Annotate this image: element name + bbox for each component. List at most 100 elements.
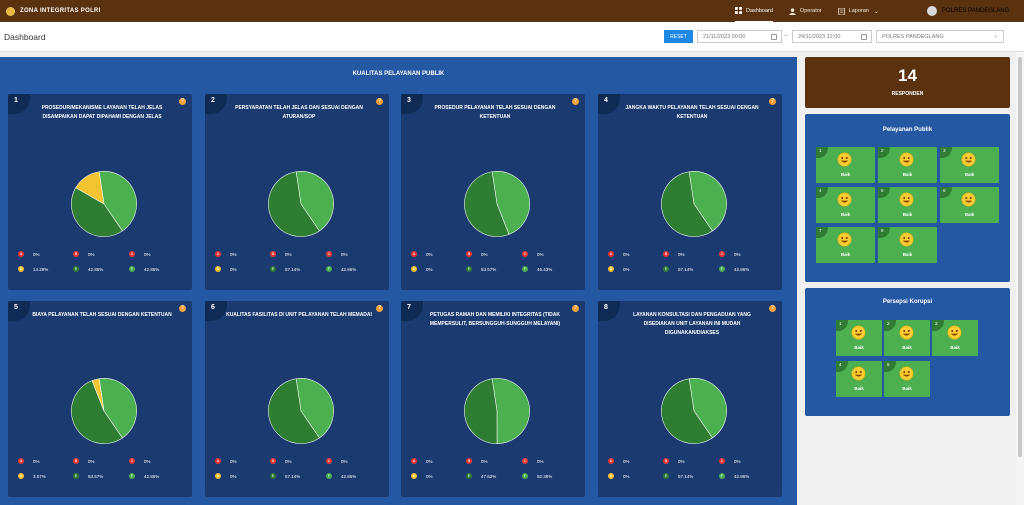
tile-number: 3 — [943, 148, 946, 153]
smiley-icon — [851, 325, 866, 340]
pie-slice-e[interactable] — [71, 380, 123, 444]
pie-slice-f[interactable] — [688, 171, 727, 232]
legend-item-e: E 57.14% — [663, 473, 693, 479]
tile-label: Baik — [840, 172, 851, 177]
question-title: PROSEDUR PELAYANAN TELAH SESUAI DENGAN K… — [434, 105, 556, 120]
pie-chart — [71, 171, 137, 237]
legend-item-a: A 0% — [215, 458, 237, 464]
pie-slice-f[interactable] — [491, 378, 530, 444]
pie-slice-e[interactable] — [661, 378, 713, 444]
nav-laporan[interactable]: Laporan ⌄ — [837, 0, 879, 22]
help-icon[interactable]: ? — [179, 305, 186, 312]
question-title: PERSYARATAN TELAH JELAS DAN SESUAI DENGA… — [235, 105, 363, 120]
brand[interactable]: ZONA INTEGRITAS POLRI — [6, 6, 101, 16]
legend-value: 0% — [481, 458, 488, 464]
indicator-tile-1[interactable]: 1 Baik — [816, 147, 875, 183]
indicator-tile-6[interactable]: 6 Baik — [940, 187, 999, 223]
pie-slice-d[interactable] — [91, 378, 105, 412]
question-card-6: 6 ? KUALITAS FASILITAS DI UNIT PELAYANAN… — [205, 301, 389, 497]
question-card-3: 3 ? PROSEDUR PELAYANAN TELAH SESUAI DENG… — [401, 94, 585, 290]
legend-item-b: B 0% — [466, 458, 488, 464]
tile-number-badge — [940, 147, 952, 158]
pie-slice-f[interactable] — [98, 171, 137, 232]
smiley-icon — [899, 366, 914, 381]
help-icon[interactable]: ? — [572, 305, 579, 312]
pie-slice-e[interactable] — [268, 378, 320, 444]
indicator-tile-4[interactable]: 4 Baik — [836, 361, 882, 397]
pie-slice-e[interactable] — [661, 171, 713, 237]
date-to-field[interactable]: 24/11/2023 12:00 — [792, 30, 872, 43]
legend-dot: F — [719, 266, 725, 272]
help-icon[interactable]: ? — [376, 305, 383, 312]
indicator-tile-2[interactable]: 2 Baik — [884, 320, 930, 356]
legend-dot: D — [608, 473, 614, 479]
pie-slice-e[interactable] — [268, 171, 320, 237]
help-icon[interactable]: ? — [769, 305, 776, 312]
legend-dot: E — [270, 266, 276, 272]
pie-slice-e[interactable] — [464, 171, 510, 237]
question-number: 5 — [14, 304, 18, 311]
indicator-tile-5[interactable]: 5 Baik — [878, 187, 937, 223]
legend-dot: B — [663, 251, 669, 257]
indicator-tile-1[interactable]: 1 Baik — [836, 320, 882, 356]
date-to-value: 24/11/2023 12:00 — [798, 33, 841, 40]
help-icon[interactable]: ? — [572, 98, 579, 105]
tile-label: Baik — [840, 212, 851, 217]
calendar-icon — [861, 34, 867, 40]
help-icon[interactable]: ? — [376, 98, 383, 105]
indicator-tile-5[interactable]: 5 Baik — [884, 361, 930, 397]
legend-item-b: B 0% — [270, 458, 292, 464]
question-card-4: 4 ? JANGKA WAKTU PELAYANAN TELAH SESUAI … — [598, 94, 782, 290]
indicator-tile-2[interactable]: 2 Baik — [878, 147, 937, 183]
help-icon[interactable]: ? — [179, 98, 186, 105]
legend-item-e: E 42.86% — [73, 266, 103, 272]
question-number-badge — [205, 94, 227, 114]
calendar-icon — [771, 34, 777, 40]
user-name: POLRES PANDEGLANG — [942, 8, 1010, 14]
legend-dot: B — [663, 458, 669, 464]
chevron-down-icon: ⌄ — [873, 8, 879, 15]
indicator-tile-8[interactable]: 8 Baik — [878, 227, 937, 263]
date-from-field[interactable]: 21/11/2023 00:00 — [697, 30, 782, 43]
help-icon[interactable]: ? — [769, 98, 776, 105]
pie-slice-f[interactable] — [98, 378, 137, 439]
unit-select[interactable]: POLRES PANDEGLANG ⌄ — [876, 30, 1004, 43]
legend-dot: D — [215, 473, 221, 479]
pie-slice-d[interactable] — [75, 171, 105, 205]
nav-operator[interactable]: Operator — [788, 0, 822, 22]
tile-label: Baik — [902, 252, 913, 257]
pie-slice-f[interactable] — [688, 378, 727, 439]
question-number-badge — [8, 301, 30, 321]
pie-chart — [464, 171, 530, 237]
indicator-tile-7[interactable]: 7 Baik — [816, 227, 875, 263]
question-card-7: 7 ? PETUGAS RAMAH DAN MEMILIKI INTEGRITA… — [401, 301, 585, 497]
pie-slice-f[interactable] — [491, 171, 530, 235]
responden-label: RESPONDEN — [891, 91, 924, 97]
user-menu[interactable]: POLRES PANDEGLANG — [927, 0, 1009, 22]
tile-number: 4 — [819, 188, 822, 193]
legend-value: 0% — [144, 458, 151, 464]
tile-number-badge — [878, 187, 890, 198]
reset-button[interactable]: RESET — [664, 30, 693, 43]
legend-dot: C — [522, 251, 528, 257]
question-title: KUALITAS FASILITAS DI UNIT PELAYANAN TEL… — [226, 312, 372, 318]
legend-value: 42.86% — [734, 473, 750, 479]
legend-value: 0% — [230, 458, 237, 464]
indicator-tile-3[interactable]: 3 Baik — [932, 320, 978, 356]
scrollbar-thumb[interactable] — [1018, 57, 1022, 457]
tile-number: 5 — [887, 362, 890, 367]
pie-slice-e[interactable] — [464, 378, 498, 444]
legend-dot: A — [608, 251, 614, 257]
legend-value: 0% — [623, 473, 630, 479]
pie-slice-e[interactable] — [71, 187, 123, 237]
pie-slice-f[interactable] — [295, 171, 334, 232]
responden-card: 14 RESPONDEN — [805, 57, 1010, 108]
legend-item-b: B 0% — [73, 251, 95, 257]
legend-value: 0% — [341, 251, 348, 257]
pie-chart — [661, 378, 727, 444]
indicator-tile-3[interactable]: 3 Baik — [940, 147, 999, 183]
tile-number: 2 — [881, 148, 884, 153]
indicator-tile-4[interactable]: 4 Baik — [816, 187, 875, 223]
nav-dashboard[interactable]: Dashboard — [735, 0, 773, 22]
pie-slice-f[interactable] — [295, 378, 334, 439]
